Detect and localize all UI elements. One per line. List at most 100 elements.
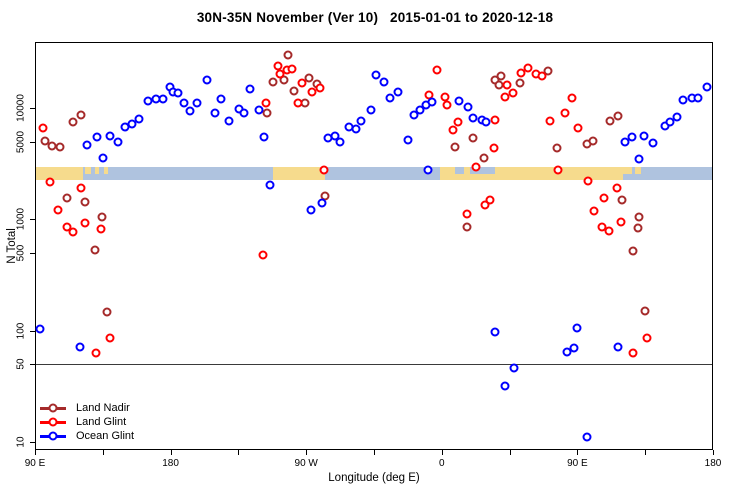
data-point-land-glint — [91, 348, 101, 358]
data-point-land-glint — [80, 218, 90, 228]
data-point-land-glint — [471, 162, 481, 172]
data-point-ocean-glint — [192, 98, 202, 108]
strip-land-segment — [94, 167, 100, 174]
data-point-land-glint — [537, 71, 547, 81]
data-point-land-glint — [96, 224, 106, 234]
data-point-ocean-glint — [454, 96, 464, 106]
data-point-ocean-glint — [500, 381, 510, 391]
x-tick-mark — [713, 450, 714, 455]
data-point-land-nadir — [90, 245, 100, 255]
data-point-land-glint — [583, 176, 593, 186]
data-point-land-nadir — [479, 153, 489, 163]
data-point-ocean-glint — [82, 140, 92, 150]
data-point-land-glint — [319, 165, 329, 175]
data-point-land-glint — [293, 98, 303, 108]
x-tick-mark — [374, 450, 375, 455]
y-tick-mark — [30, 330, 35, 332]
data-point-ocean-glint — [245, 84, 255, 94]
data-point-ocean-glint — [185, 106, 195, 116]
legend-line-sample — [40, 417, 66, 427]
reference-line-50 — [35, 364, 713, 365]
data-point-ocean-glint — [98, 153, 108, 163]
x-axis-title: Longitude (deg E) — [328, 472, 420, 484]
data-point-land-glint — [500, 92, 510, 102]
data-point-ocean-glint — [634, 154, 644, 164]
x-tick-mark — [306, 450, 308, 455]
data-point-land-nadir — [552, 143, 562, 153]
x-tick-mark — [238, 450, 240, 455]
data-point-ocean-glint — [351, 124, 361, 134]
data-point-land-glint — [76, 183, 86, 193]
data-point-ocean-glint — [665, 117, 675, 127]
data-point-ocean-glint — [463, 102, 473, 112]
data-point-land-nadir — [268, 77, 278, 87]
strip-land-segment — [103, 167, 109, 174]
legend-label: Land Nadir — [76, 402, 130, 414]
legend-item-land-nadir: Land Nadir — [40, 401, 134, 415]
data-point-land-glint — [612, 183, 622, 193]
data-point-land-glint — [315, 83, 325, 93]
data-point-land-glint — [45, 177, 55, 187]
data-point-ocean-glint — [75, 342, 85, 352]
data-point-ocean-glint — [173, 88, 183, 98]
data-point-ocean-glint — [415, 105, 425, 115]
data-point-ocean-glint — [179, 98, 189, 108]
strip-land-segment — [440, 167, 456, 180]
strip-land-segment — [35, 167, 84, 180]
data-point-ocean-glint — [423, 165, 433, 175]
data-point-ocean-glint — [265, 180, 275, 190]
data-point-land-glint — [453, 117, 463, 127]
strip-land-segment — [85, 167, 91, 174]
data-point-ocean-glint — [678, 95, 688, 105]
x-tick-mark — [645, 450, 647, 455]
data-point-ocean-glint — [158, 94, 168, 104]
data-point-land-glint — [553, 165, 563, 175]
y-tick-mark — [30, 442, 35, 443]
data-point-ocean-glint — [366, 105, 376, 115]
data-point-land-glint — [508, 88, 518, 98]
legend-circle-icon — [48, 431, 58, 441]
data-point-land-nadir — [76, 110, 86, 120]
data-point-land-nadir — [628, 246, 638, 256]
data-point-land-nadir — [289, 86, 299, 96]
data-point-ocean-glint — [224, 116, 234, 126]
x-tick-label: 180 — [704, 458, 722, 469]
y-tick-mark — [30, 141, 35, 143]
data-point-land-nadir — [634, 212, 644, 222]
data-point-ocean-glint — [306, 205, 316, 215]
legend: Land Nadir Land Glint Ocean Glint — [40, 401, 134, 443]
legend-line-sample — [40, 431, 66, 441]
data-point-land-nadir — [633, 223, 643, 233]
x-tick-mark — [509, 450, 511, 455]
strip-land-segment — [273, 167, 326, 180]
y-tick-label: 10 — [15, 436, 27, 448]
data-point-land-glint — [523, 63, 533, 73]
data-point-land-glint — [442, 100, 452, 110]
y-tick-label: 5000 — [15, 130, 27, 153]
data-point-land-nadir — [102, 307, 112, 317]
y-tick-mark — [30, 364, 35, 366]
data-point-land-glint — [38, 123, 48, 133]
data-point-land-glint — [307, 87, 317, 97]
data-point-ocean-glint — [35, 324, 45, 334]
data-point-land-glint — [489, 143, 499, 153]
data-point-ocean-glint — [490, 327, 500, 337]
data-point-land-glint — [545, 116, 555, 126]
data-point-land-glint — [62, 222, 72, 232]
x-tick-label: 90 W — [294, 458, 318, 469]
data-point-land-glint — [642, 333, 652, 343]
data-point-land-nadir — [468, 133, 478, 143]
data-point-ocean-glint — [371, 70, 381, 80]
strip-land-segment — [635, 167, 642, 174]
data-point-ocean-glint — [254, 105, 264, 115]
data-point-land-glint — [105, 333, 115, 343]
data-point-ocean-glint — [481, 117, 491, 127]
x-tick-label: 180 — [162, 458, 179, 469]
data-point-land-glint — [261, 98, 271, 108]
legend-line-sample — [40, 403, 66, 413]
data-point-land-nadir — [588, 136, 598, 146]
data-point-land-glint — [287, 64, 297, 74]
data-point-ocean-glint — [393, 87, 403, 97]
data-point-land-glint — [432, 65, 442, 75]
